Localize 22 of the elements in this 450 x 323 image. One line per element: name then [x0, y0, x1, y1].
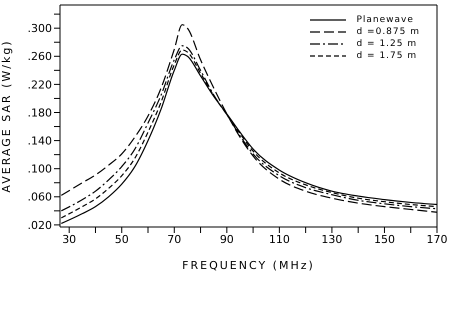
y-tick-label: .140 [28, 134, 52, 148]
x-tick-label: 90 [220, 232, 234, 246]
y-tick-label: .100 [28, 162, 52, 176]
legend-label: d =0.875 m [356, 27, 420, 37]
y-tick-label: .180 [28, 106, 52, 120]
x-tick-label: 110 [268, 232, 290, 246]
x-tick-label: 130 [321, 232, 342, 246]
x-tick-label: 170 [426, 232, 448, 246]
x-tick-label: 30 [62, 232, 76, 246]
y-axis-title: AVERAGE SAR (W/kg) [0, 39, 13, 193]
y-tick-label: .300 [28, 22, 52, 36]
y-tick-label: .060 [28, 190, 52, 204]
x-tick-label: 70 [167, 232, 182, 246]
legend-label: Planewave [356, 15, 414, 25]
x-axis-title: FREQUENCY (MHz) [182, 259, 315, 272]
y-tick-label: .220 [28, 78, 52, 92]
legend-label: d = 1.25 m [356, 39, 418, 49]
legend-label: d = 1.75 m [356, 51, 418, 61]
y-tick-label: .260 [28, 50, 52, 64]
x-tick-label: 50 [114, 232, 129, 246]
x-tick-label: 150 [374, 232, 395, 246]
y-tick-label: .020 [28, 218, 52, 232]
